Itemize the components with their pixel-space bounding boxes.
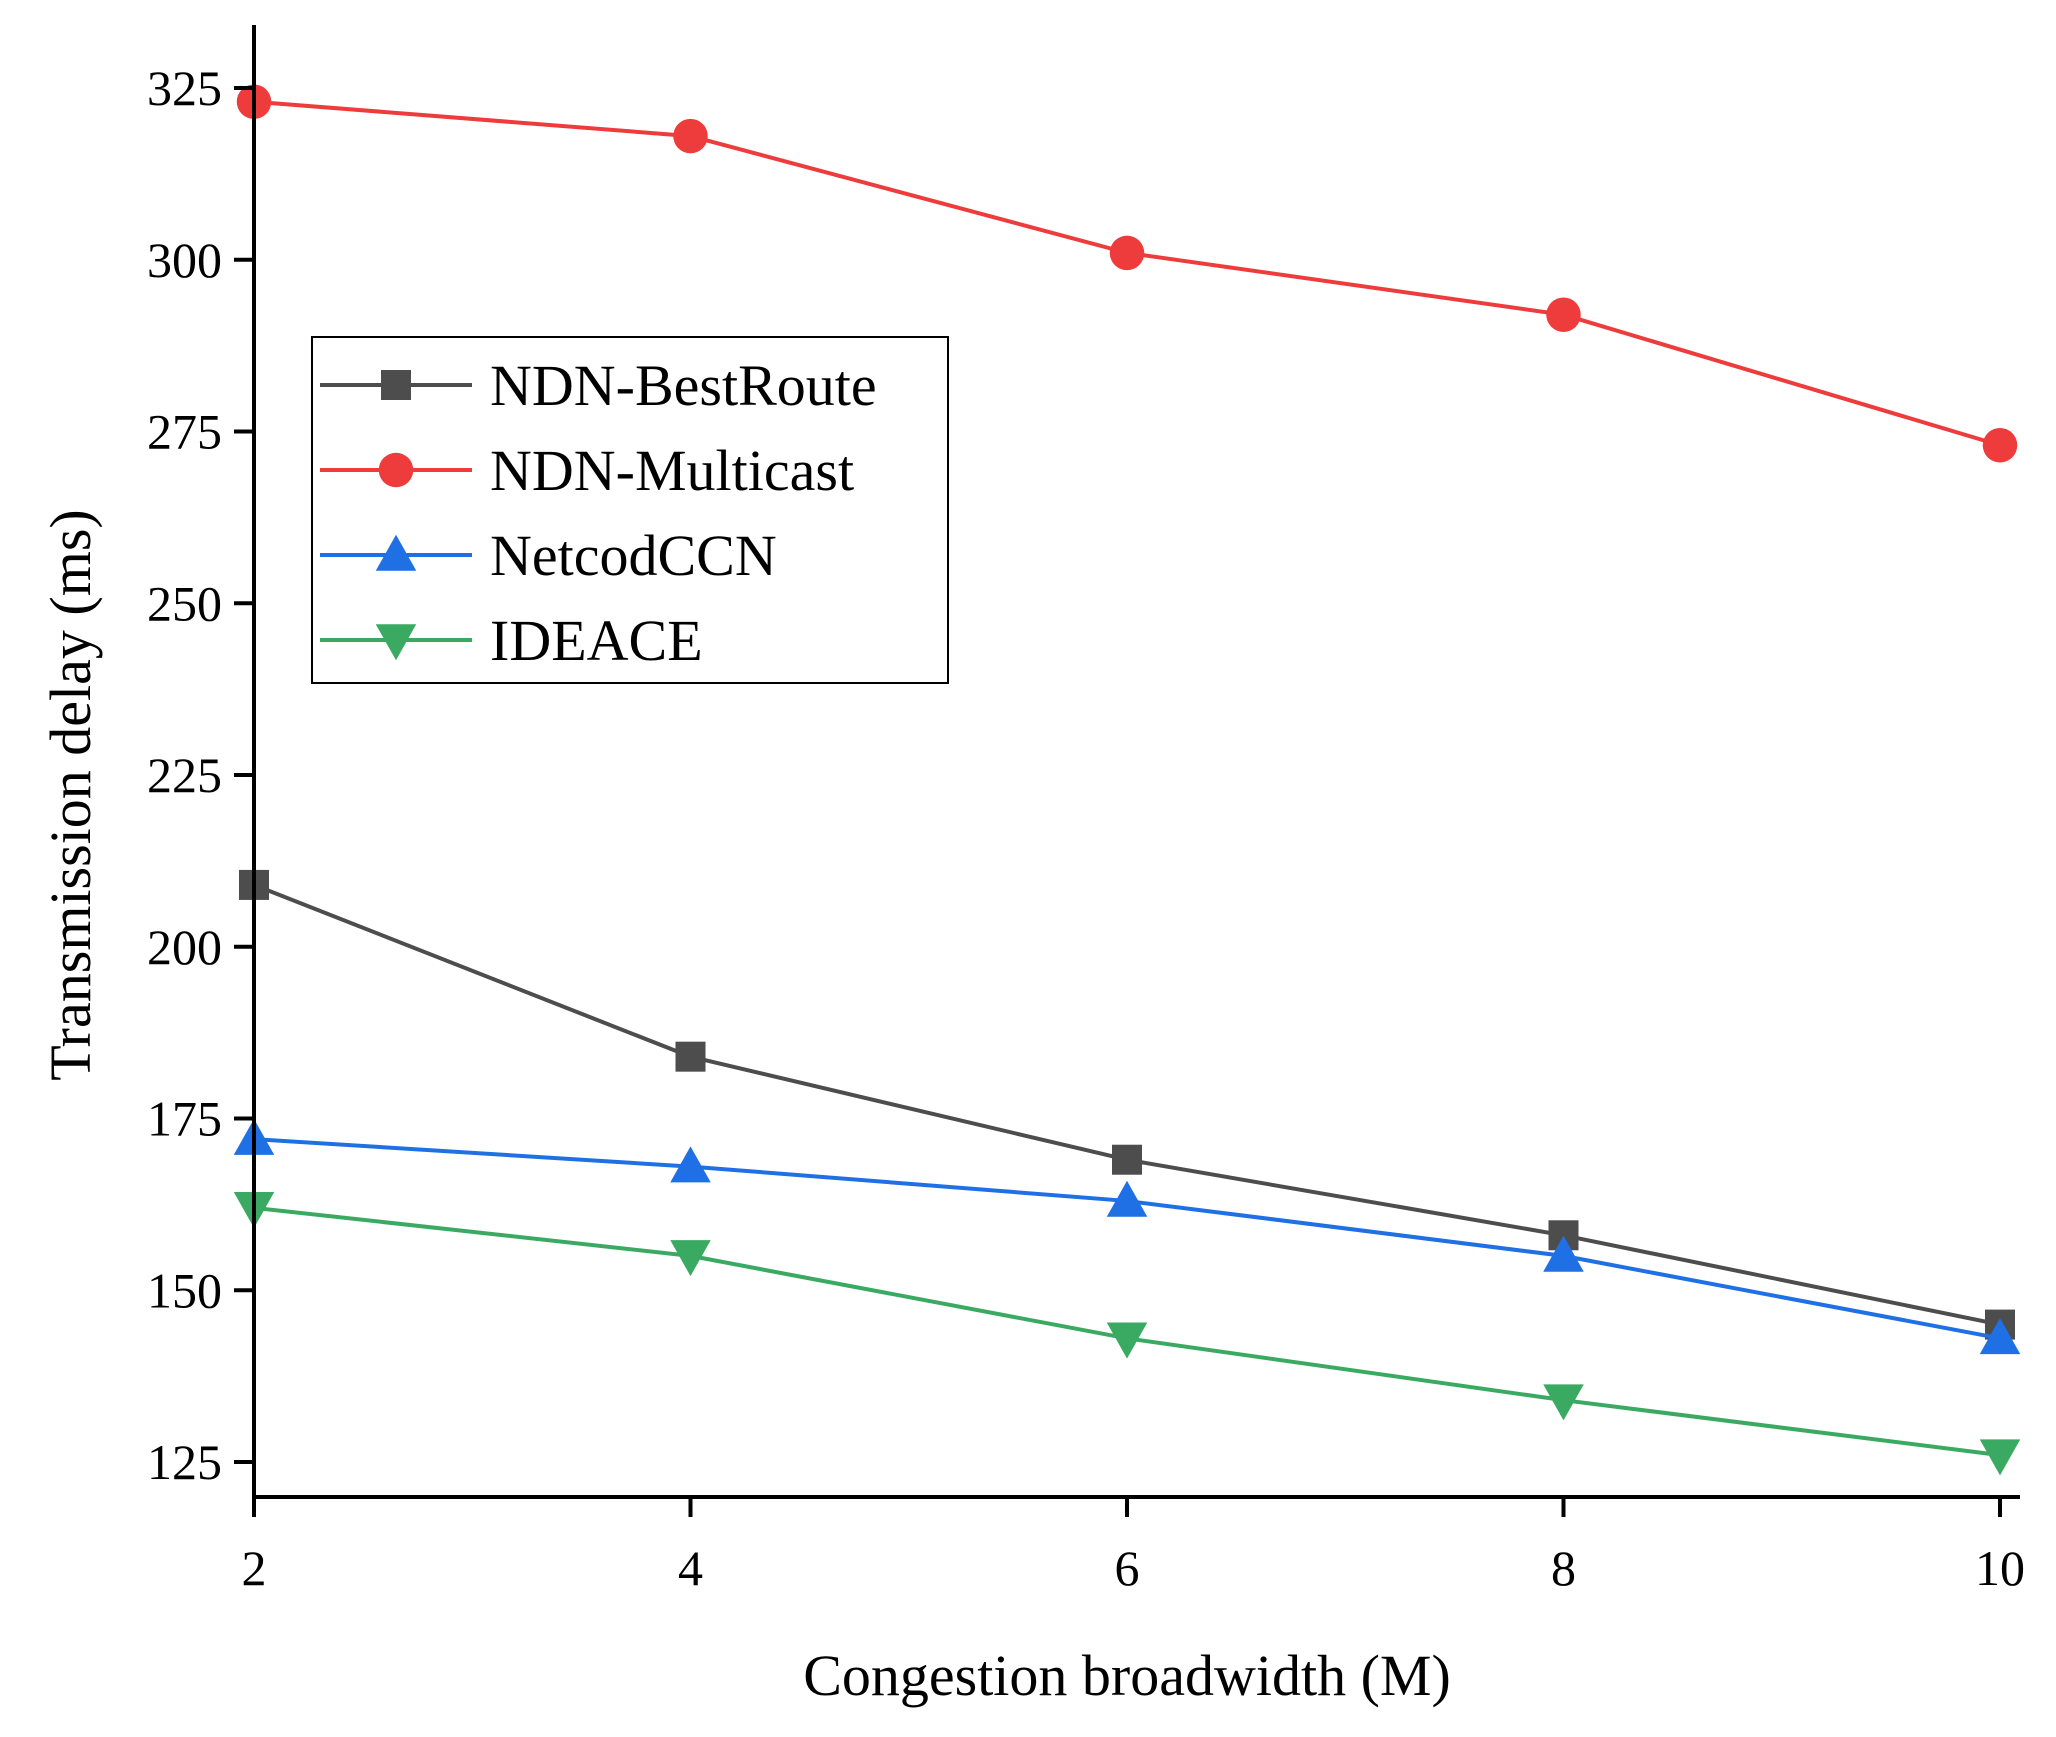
data-point [1979, 1439, 2021, 1476]
data-point [1106, 1180, 1148, 1217]
y-tick-label: 200 [147, 919, 222, 975]
data-point [1543, 1384, 1584, 1421]
data-point [1543, 1235, 1584, 1272]
legend-label: NDN-BestRoute [490, 353, 877, 418]
legend-box [311, 336, 949, 684]
legend-item: NDN-Multicast [320, 438, 854, 503]
data-point [1979, 1318, 2021, 1355]
series-ndn-bestroute [239, 869, 2015, 1340]
x-axis-ticks: 2 4 6 8 10 [242, 1497, 2025, 1596]
data-point [670, 1146, 711, 1183]
series-netcodccn [233, 1118, 2021, 1355]
series-ideace [233, 1192, 2021, 1476]
data-point [670, 1240, 711, 1277]
y-tick-label: 225 [147, 747, 222, 803]
series-line [253, 883, 2001, 1327]
legend-label: IDEACE [490, 608, 703, 673]
legend: NDN-BestRoute NDN-Multicast NetcodCCN IDEAC… [311, 336, 949, 684]
legend-marker [375, 534, 417, 571]
legend-item: NetcodCCN [320, 523, 777, 588]
y-tick-label: 150 [147, 1262, 222, 1318]
axes-layer: 125 150 175 200 225 250 275 300 325 2 4 6 8 10 Conge… [38, 25, 2025, 1708]
legend-marker [378, 452, 414, 488]
x-tick-label: 2 [242, 1540, 267, 1596]
data-point [1109, 235, 1145, 271]
y-tick-label: 300 [147, 232, 222, 288]
x-tick-label: 4 [678, 1540, 703, 1596]
y-tick-label: 275 [147, 404, 222, 460]
data-point [1546, 297, 1581, 332]
legend-marker [375, 624, 417, 661]
y-tick-label: 175 [147, 1091, 222, 1147]
x-tick-label: 8 [1551, 1540, 1576, 1596]
data-point [1112, 1144, 1142, 1175]
data-point [1982, 427, 2018, 463]
legend-label: NDN-Multicast [490, 438, 854, 503]
data-point [675, 1041, 706, 1072]
y-tick-label: 325 [147, 60, 222, 116]
x-tick-label: 10 [1975, 1540, 2025, 1596]
y-tick-label: 250 [147, 575, 222, 631]
y-axis-title: Transmission delay (ms) [38, 509, 103, 1080]
data-point [673, 118, 708, 154]
data-point [1106, 1322, 1148, 1359]
x-tick-label: 6 [1115, 1540, 1140, 1596]
legend-label: NetcodCCN [490, 523, 777, 588]
legend-marker [381, 370, 411, 400]
legend-item: NDN-BestRoute [320, 353, 877, 418]
y-axis-ticks: 125 150 175 200 225 250 275 300 325 [147, 60, 254, 1490]
legend-item: IDEACE [320, 608, 703, 673]
y-tick-label: 125 [147, 1434, 222, 1490]
series-layer [233, 84, 2021, 1476]
x-axis-title: Congestion broadwidth (M) [803, 1643, 1451, 1708]
